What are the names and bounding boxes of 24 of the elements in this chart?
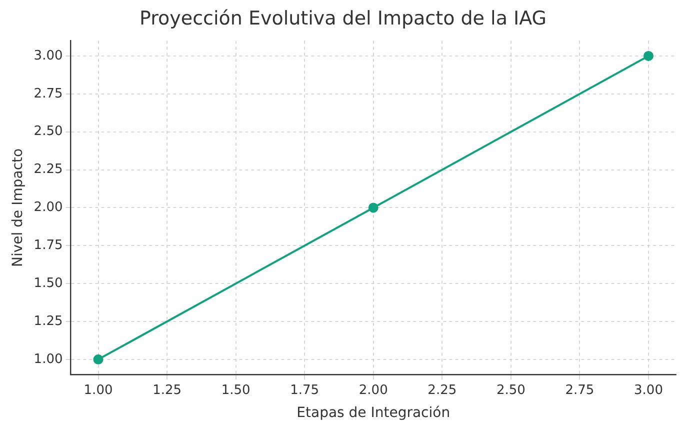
y-tick-label: 2.75 [34,86,63,102]
y-tick-label: 1.25 [34,314,63,329]
x-tick-label: 1.75 [290,382,320,398]
chart-title: Proyección Evolutiva del Impacto de la IAG [140,7,546,30]
point [368,202,378,213]
x-tick-label: 2.25 [428,382,457,398]
y-tick-label: 2.50 [34,124,63,140]
y-tick-label: 1.50 [34,276,63,291]
point [93,354,104,364]
x-tick-label: 1.25 [152,382,182,398]
y-tick-label: 3.00 [34,48,63,64]
x-tick-label: 1.00 [84,382,113,398]
x-tick-label: 1.50 [221,382,250,398]
x-axis-title: Etapas de Integración [296,405,450,422]
y-tick-label: 2.25 [34,162,63,178]
y-axis-title: Nivel de Impacto [10,148,26,267]
x-tick-label: 3.00 [634,382,663,398]
x-tick-label: 2.00 [358,382,388,398]
point [643,50,654,61]
x-tick-label: 2.50 [496,382,526,398]
x-tick-label: 2.75 [565,382,594,398]
y-tick-label: 2.00 [34,200,63,216]
y-tick-label: 1.00 [34,352,63,367]
y-tick-label: 1.75 [34,238,63,254]
